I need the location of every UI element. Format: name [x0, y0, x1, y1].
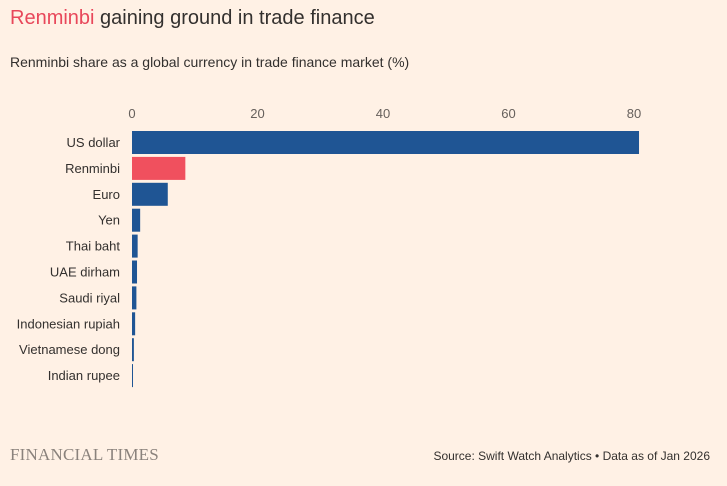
category-label: Euro	[93, 187, 120, 202]
bar	[132, 131, 640, 154]
category-label: Yen	[98, 213, 120, 228]
chart-title: Renminbi gaining ground in trade finance	[10, 5, 375, 31]
source-note: Source: Swift Watch Analytics • Data as …	[433, 449, 710, 463]
bar	[132, 182, 168, 206]
category-label: Thai baht	[66, 239, 121, 254]
bar	[132, 156, 186, 180]
bar	[132, 234, 138, 258]
bar	[132, 260, 138, 284]
bar	[132, 286, 137, 310]
x-tick-label: 80	[627, 106, 641, 121]
x-tick-label: 40	[376, 106, 390, 121]
chart-subtitle: Renminbi share as a global currency in t…	[10, 54, 410, 70]
bar	[132, 312, 136, 336]
x-tick-label: 0	[128, 106, 135, 121]
title-highlight: Renminbi	[10, 7, 95, 29]
bar-chart: 0 20 40 60 80 US dollar Renminbi Euro Yen Thai ba…	[17, 106, 641, 388]
category-label: Indian rupee	[48, 368, 120, 383]
x-tick-label: 20	[250, 106, 264, 121]
x-tick-label: 60	[501, 106, 515, 121]
category-label: UAE dirham	[50, 265, 120, 280]
category-label: Vietnamese dong	[19, 342, 120, 357]
category-label: Renminbi	[65, 161, 120, 176]
ft-logo: FINANCIAL TIMES	[10, 445, 159, 464]
title-rest: gaining ground in trade finance	[94, 7, 375, 29]
category-label: US dollar	[67, 135, 121, 150]
bar	[132, 338, 134, 362]
bar	[132, 208, 141, 232]
category-label: Saudi riyal	[59, 290, 120, 305]
category-label: Indonesian rupiah	[17, 316, 120, 331]
bar	[132, 364, 133, 388]
